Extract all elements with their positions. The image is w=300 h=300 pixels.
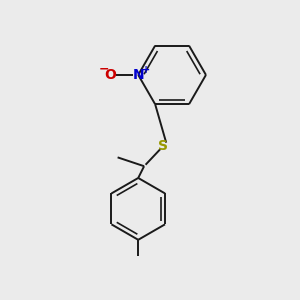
Text: S: S bbox=[158, 139, 168, 153]
Text: O: O bbox=[104, 68, 116, 82]
Text: +: + bbox=[142, 64, 150, 75]
Text: N: N bbox=[132, 68, 144, 82]
Text: −: − bbox=[99, 62, 110, 76]
